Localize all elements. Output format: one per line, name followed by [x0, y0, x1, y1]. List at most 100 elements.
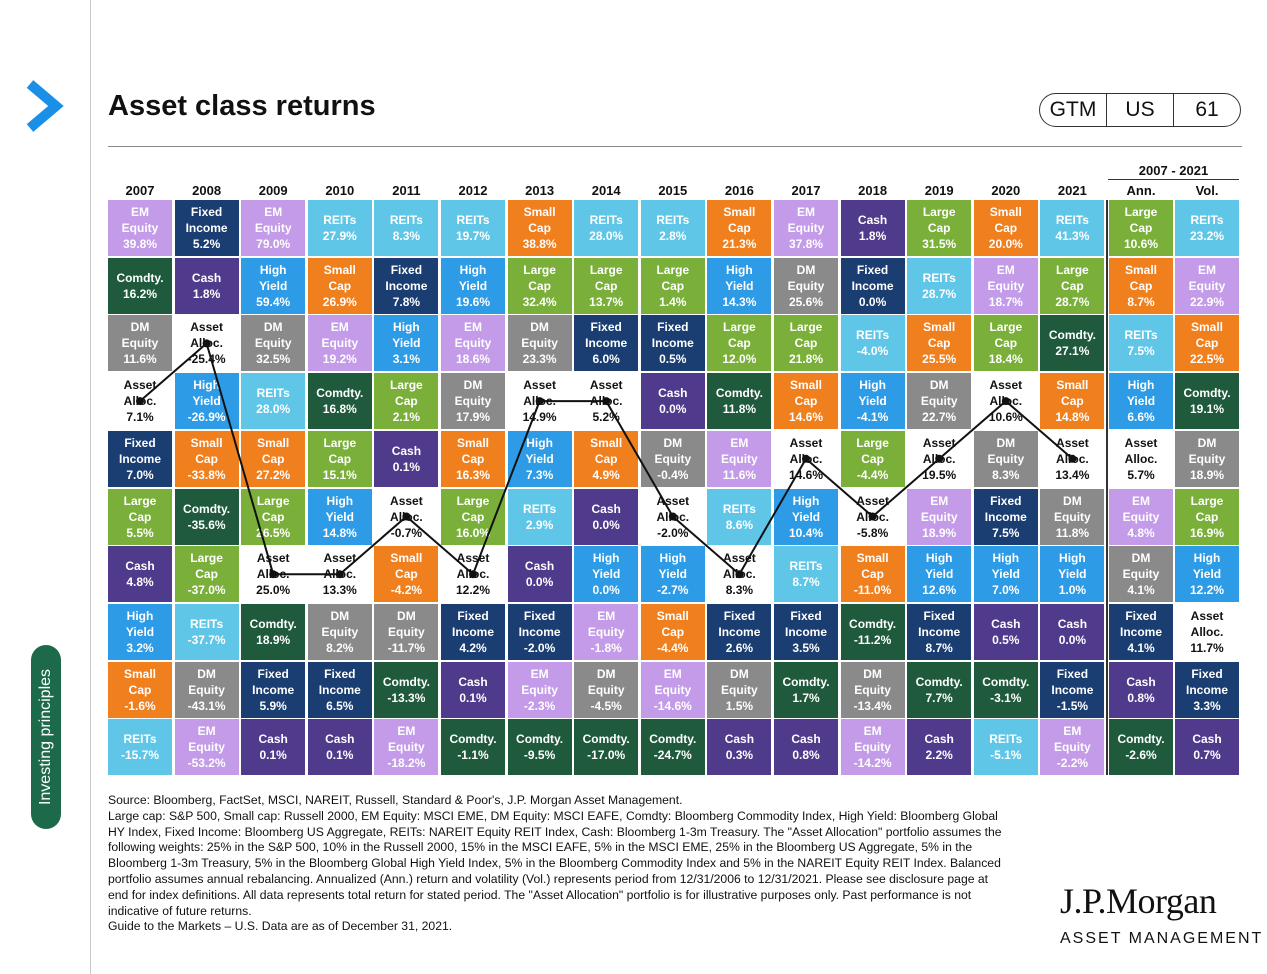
return-cell: DM Equity 23.3%: [507, 315, 572, 372]
asset-class-label: Equity: [721, 451, 758, 466]
asset-class-label: Fixed: [723, 608, 756, 623]
asset-class-label: Cap: [661, 278, 685, 293]
return-cell: Small Cap 25.5%: [907, 315, 972, 372]
asset-class-label: Fixed: [324, 666, 356, 681]
asset-class-label: DM: [596, 666, 616, 681]
return-cell: Comdty. 7.7%: [907, 661, 972, 718]
return-cell: Asset Alloc. 13.4%: [1040, 430, 1105, 487]
return-value: 18.4%: [988, 352, 1023, 367]
sidebar-section-pill: [31, 645, 61, 829]
return-cell: Large Cap 31.5%: [907, 200, 972, 256]
asset-class-label: REITs: [456, 213, 490, 227]
asset-class-label: Yield: [1058, 567, 1087, 582]
data-date-line: Guide to the Markets – U.S. Data are as …: [108, 919, 453, 934]
year-header: 2021: [1057, 183, 1087, 198]
return-cell: Comdty. 1.7%: [774, 661, 838, 718]
asset-class-label: EM: [663, 666, 682, 681]
return-value: 0.0%: [592, 517, 620, 532]
year-header: 2020: [991, 183, 1021, 198]
asset-allocation-point: [335, 570, 344, 579]
return-value: 12.0%: [722, 352, 757, 367]
asset-class-label: Equity: [587, 682, 625, 697]
asset-class-label: Comdty.: [1117, 732, 1165, 747]
return-value: 32.5%: [256, 352, 291, 367]
asset-class-label: Fixed: [590, 320, 622, 335]
return-cell: Asset Alloc. 8.3%: [707, 546, 772, 603]
badge-region: US: [1106, 94, 1173, 126]
asset-class-label: DM: [397, 608, 416, 623]
year-header: 2011: [392, 183, 421, 198]
return-cell: Fixed Income 5.2%: [174, 200, 239, 256]
return-cell: EM Equity -2.3%: [507, 661, 572, 718]
return-cell: REITs -5.1%: [973, 719, 1038, 776]
return-value: 1.5%: [725, 698, 754, 713]
asset-class-label: Asset: [723, 551, 756, 566]
return-value: 12.2%: [455, 583, 491, 598]
asset-class-label: Cap: [195, 451, 218, 466]
return-cell: Small Cap 14.8%: [1040, 373, 1105, 430]
asset-class-label: Small: [856, 551, 889, 566]
return-cell: Fixed Income 7.0%: [108, 430, 172, 487]
asset-class-label: Yield: [125, 624, 155, 639]
return-value: 1.7%: [792, 690, 820, 705]
asset-class-label: Small: [590, 435, 623, 450]
return-cell: Comdty. 27.1%: [1040, 315, 1105, 372]
return-value: 8.2%: [326, 640, 354, 655]
asset-class-label: DM: [929, 378, 949, 393]
return-value: 4.8%: [126, 575, 154, 590]
asset-class-label: Asset: [856, 493, 889, 508]
return-value: 31.5%: [922, 237, 957, 251]
return-cell: Fixed Income 0.5%: [640, 315, 705, 372]
asset-class-label: High: [193, 378, 220, 393]
asset-class-label: Alloc.: [390, 509, 423, 524]
asset-class-label: Yield: [592, 567, 621, 582]
source-footnote: Source: Bloomberg, FactSet, MSCI, NAREIT…: [108, 793, 1008, 935]
return-cell: Fixed Income 3.5%: [774, 603, 838, 660]
asset-class-label: Cash: [991, 616, 1021, 631]
return-cell: Comdty. -1.1%: [441, 719, 505, 776]
asset-management-wordmark: ASSET MANAGEMENT: [1060, 930, 1264, 947]
guide-page-badge: GTM US 61: [1039, 93, 1241, 127]
return-cell: Large Cap 13.7%: [574, 257, 639, 314]
return-value: 37.8%: [788, 237, 824, 251]
return-value: -1.8%: [590, 640, 622, 655]
return-cell: EM Equity 39.8%: [108, 200, 172, 256]
asset-class-label: Cash: [258, 732, 288, 747]
asset-class-label: DM: [863, 666, 882, 681]
asset-class-label: Cap: [927, 336, 951, 351]
asset-class-label: Yield: [1126, 394, 1156, 409]
asset-class-label: EM: [264, 205, 283, 219]
asset-class-label: High: [393, 320, 420, 335]
return-cell: Asset Alloc. -2.0%: [640, 488, 705, 545]
asset-class-label: REITs: [389, 213, 423, 227]
asset-class-label: Alloc.: [256, 567, 290, 582]
return-value: 0.5%: [659, 352, 687, 367]
asset-class-label: Fixed: [190, 205, 223, 219]
asset-class-label: Cap: [994, 221, 1018, 235]
asset-class-label: Fixed: [523, 608, 556, 623]
asset-class-label: Yield: [458, 278, 488, 293]
asset-class-label: DM: [730, 666, 749, 681]
asset-class-label: Yield: [725, 278, 754, 293]
return-value: 13.4%: [1055, 467, 1090, 482]
return-cell: DM Equity 22.7%: [907, 373, 972, 430]
asset-class-label: Alloc.: [656, 509, 690, 524]
return-value: 11.6%: [722, 467, 757, 482]
asset-class-label: Cap: [328, 278, 352, 293]
return-value: -13.4%: [853, 698, 892, 713]
return-value: 8.6%: [725, 517, 754, 532]
asset-class-label: Alloc.: [323, 567, 357, 582]
return-cell: Large Cap 21.8%: [774, 315, 838, 372]
asset-class-label: Yield: [325, 509, 354, 524]
return-value: 5.7%: [1127, 467, 1155, 482]
asset-class-label: Yield: [991, 567, 1020, 582]
return-cell: DM Equity 8.3%: [973, 430, 1038, 487]
return-cell: Comdty. -2.6%: [1109, 719, 1173, 776]
asset-class-label: Yield: [1192, 567, 1222, 582]
asset-class-label: Cash: [791, 732, 821, 747]
return-value: 0.0%: [592, 583, 620, 598]
return-value: 28.0%: [256, 402, 291, 417]
return-cell: EM Equity -14.6%: [640, 661, 705, 718]
return-value: 0.1%: [459, 690, 487, 705]
asset-class-label: Small: [523, 205, 556, 219]
